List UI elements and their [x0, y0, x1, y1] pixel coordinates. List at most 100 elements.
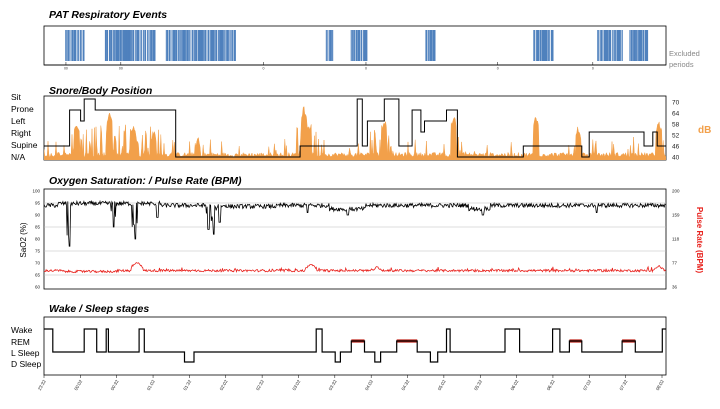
event-tick-label: 00	[119, 67, 123, 71]
event-bar	[329, 30, 331, 61]
event-bar	[214, 30, 216, 61]
position-label: Prone	[11, 104, 34, 114]
event-bar	[601, 30, 603, 61]
pulse-tick-label: 118	[672, 237, 680, 242]
event-bar	[147, 30, 149, 61]
event-bar	[222, 30, 224, 61]
event-bar	[121, 30, 123, 61]
event-bar	[542, 30, 544, 61]
event-bar	[189, 30, 191, 61]
event-bar	[359, 30, 361, 61]
event-bar	[180, 30, 182, 61]
event-bar	[630, 30, 633, 61]
event-bar	[169, 30, 171, 61]
event-bar	[357, 30, 360, 61]
event-bar	[113, 30, 115, 61]
event-bar	[636, 30, 638, 61]
event-bar	[432, 30, 435, 61]
event-bar	[608, 30, 610, 61]
event-bar	[616, 30, 618, 61]
event-bar	[128, 30, 131, 61]
event-bar	[132, 30, 134, 61]
spo2-tick-label: 65	[35, 273, 41, 278]
event-bar	[126, 30, 129, 61]
event-bar	[635, 30, 637, 61]
db-axis-label: dB	[698, 125, 711, 136]
event-bar	[175, 30, 178, 61]
spo2-tick-label: 60	[35, 285, 41, 290]
event-bar	[196, 30, 198, 61]
event-bar	[613, 30, 615, 61]
event-bar	[111, 30, 113, 61]
events-lower-axis: 00 00 0 0 0 0	[44, 62, 666, 71]
event-bar	[200, 30, 202, 61]
oximetry-panel: Oxygen Saturation: / Pulse Rate (BPM) 10…	[19, 175, 704, 290]
event-bar	[130, 30, 132, 61]
snore-level-area	[44, 106, 666, 160]
event-bar	[107, 30, 109, 61]
event-bar	[544, 30, 546, 61]
event-tick-label: 0	[592, 67, 594, 71]
time-tick-label: 04:02	[364, 379, 374, 392]
time-tick-label: 08:02	[655, 379, 665, 392]
stage-label: REM	[11, 337, 30, 347]
event-bar	[199, 30, 201, 61]
event-bar	[142, 30, 144, 61]
event-bar	[122, 30, 125, 61]
event-bar	[366, 30, 368, 61]
event-bar	[105, 30, 107, 61]
event-bar	[132, 30, 134, 61]
time-tick-label: 03:02	[291, 379, 301, 392]
time-tick-label: 07:02	[582, 379, 592, 392]
event-bar	[541, 30, 544, 61]
event-bar	[620, 30, 622, 61]
event-bar	[617, 30, 620, 61]
event-bar	[172, 30, 174, 61]
event-bar	[610, 30, 612, 61]
event-bar	[618, 30, 620, 61]
event-bar	[137, 30, 139, 61]
event-bar	[538, 30, 540, 61]
events-panel-title: PAT Respiratory Events	[49, 9, 167, 21]
event-bar	[71, 30, 73, 61]
event-bar	[192, 30, 194, 61]
stage-label: L Sleep	[11, 348, 40, 358]
event-bar	[179, 30, 181, 61]
event-bar	[188, 30, 190, 61]
event-bar	[184, 30, 186, 61]
time-tick-label: 05:02	[437, 379, 447, 392]
event-bar	[66, 30, 68, 61]
time-tick-label: 06:02	[509, 379, 519, 392]
spo2-tick-label: 80	[35, 237, 41, 242]
event-bar	[112, 30, 114, 61]
event-bar	[77, 30, 79, 61]
event-bar	[545, 30, 547, 61]
event-bar	[534, 30, 536, 61]
event-bar	[332, 30, 334, 61]
db-tick-label: 52	[672, 133, 680, 140]
time-tick-label: 00:02	[73, 379, 83, 392]
event-bar	[233, 30, 236, 61]
event-bar	[220, 30, 222, 61]
event-bar	[183, 30, 186, 61]
event-bar	[176, 30, 178, 61]
event-bar	[151, 30, 153, 61]
event-bar	[224, 30, 226, 61]
spo2-tick-label: 85	[35, 225, 41, 230]
event-bar	[629, 30, 631, 61]
event-bar	[65, 30, 67, 61]
event-bar	[82, 30, 84, 61]
event-bar	[633, 30, 635, 61]
event-bar	[197, 30, 200, 61]
event-bar	[548, 30, 550, 61]
event-bar	[203, 30, 205, 61]
event-bar	[191, 30, 193, 61]
snore-panel: Snore/Body Position Sit Prone Left Right Sup…	[11, 85, 711, 162]
event-bar	[330, 30, 332, 61]
event-bar	[134, 30, 136, 61]
db-tick-label: 64	[672, 111, 680, 118]
event-bar	[116, 30, 119, 61]
event-bar	[152, 30, 155, 61]
event-bar	[187, 30, 189, 61]
